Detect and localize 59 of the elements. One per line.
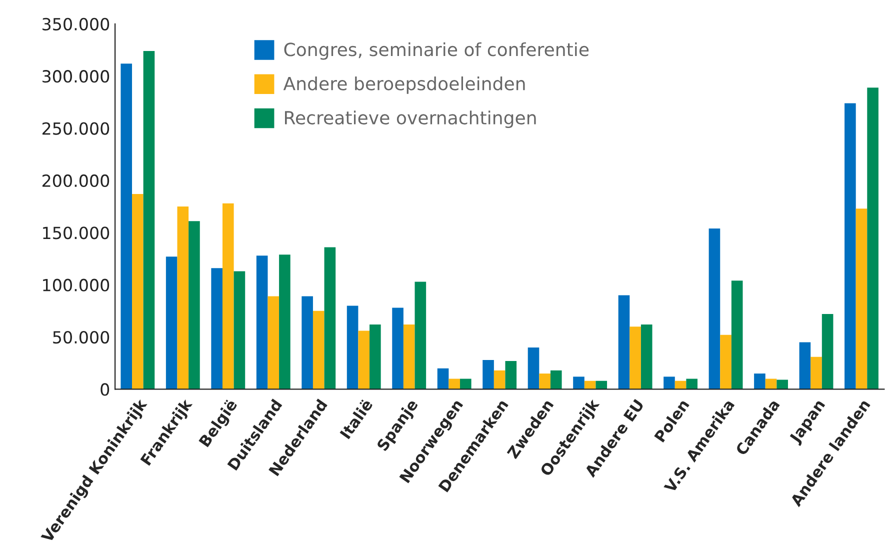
bar bbox=[222, 203, 234, 390]
bar bbox=[414, 282, 426, 390]
bar bbox=[312, 310, 324, 390]
bar bbox=[392, 308, 404, 390]
bar bbox=[188, 221, 200, 390]
bar bbox=[573, 376, 584, 390]
bar bbox=[448, 378, 460, 390]
bar bbox=[268, 296, 280, 390]
bar bbox=[550, 370, 562, 390]
bar bbox=[437, 368, 449, 390]
bar bbox=[324, 247, 336, 390]
bar bbox=[166, 256, 178, 390]
y-tick-label: 50.000 bbox=[53, 330, 110, 344]
bar bbox=[754, 374, 766, 390]
y-tick-label: 200.000 bbox=[42, 174, 110, 188]
bar bbox=[494, 370, 506, 390]
y-tick-label: 150.000 bbox=[43, 226, 110, 240]
bar bbox=[844, 103, 856, 390]
bar bbox=[539, 374, 550, 390]
bar bbox=[505, 361, 517, 390]
bar bbox=[279, 254, 290, 390]
bar bbox=[132, 194, 144, 390]
bar bbox=[810, 356, 822, 390]
bar bbox=[856, 208, 868, 390]
bar bbox=[177, 206, 189, 390]
bar bbox=[618, 295, 630, 390]
bar bbox=[302, 296, 313, 390]
bar bbox=[120, 64, 132, 390]
bar bbox=[640, 324, 652, 390]
bar bbox=[403, 324, 415, 390]
bar bbox=[867, 88, 878, 390]
bar bbox=[731, 280, 743, 390]
bar bbox=[370, 324, 381, 390]
bar bbox=[143, 51, 155, 390]
bar bbox=[630, 326, 641, 390]
bar bbox=[211, 268, 222, 390]
bar bbox=[482, 360, 494, 390]
legend-label: Congres, seminarie of conferentie bbox=[284, 42, 589, 60]
bar bbox=[460, 378, 472, 390]
bar bbox=[528, 347, 540, 390]
bar bbox=[720, 334, 732, 390]
bar bbox=[234, 271, 246, 390]
legend-label: Andere beroepsdoeleinden bbox=[283, 76, 525, 94]
y-tick-label: 100.000 bbox=[43, 278, 110, 292]
bar bbox=[664, 376, 675, 390]
bar bbox=[256, 256, 268, 390]
bar bbox=[596, 380, 608, 390]
bar bbox=[346, 306, 358, 390]
bar bbox=[358, 330, 370, 390]
bar bbox=[822, 314, 834, 390]
legend-label: Recreatieve overnachtingen bbox=[285, 110, 536, 128]
bar bbox=[708, 228, 720, 390]
bar bbox=[799, 342, 811, 390]
y-tick-label: 350.000 bbox=[42, 18, 110, 30]
y-tick-label: 0 bbox=[100, 383, 110, 396]
bar bbox=[686, 378, 698, 390]
bar bbox=[776, 380, 788, 390]
y-tick-label: 250.000 bbox=[42, 122, 110, 135]
y-tick-label: 300.000 bbox=[42, 70, 110, 83]
